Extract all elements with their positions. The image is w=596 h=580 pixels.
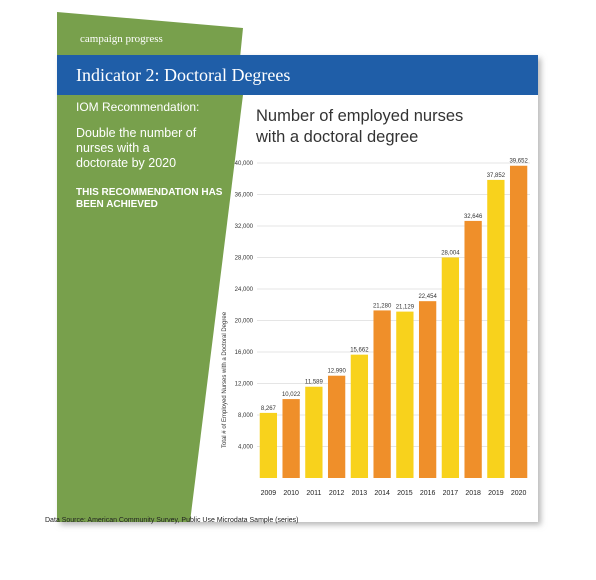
- bar: [327, 375, 346, 478]
- value-label: 12,990: [327, 369, 346, 375]
- x-tick-label: 2013: [352, 490, 368, 497]
- x-tick-label: 2016: [420, 490, 436, 497]
- banner-title: Indicator 2: Doctoral Degrees: [76, 65, 290, 85]
- value-label: 28,004: [441, 250, 460, 256]
- banner: [57, 55, 538, 95]
- x-tick-label: 2011: [306, 490, 321, 497]
- value-label: 37,852: [487, 173, 506, 179]
- x-tick-label: 2014: [374, 490, 390, 497]
- tag: campaign progress: [80, 33, 163, 45]
- x-tick-label: 2010: [283, 490, 299, 497]
- x-tick-label: 2019: [488, 490, 504, 497]
- bar: [373, 310, 391, 478]
- bar: [305, 386, 323, 478]
- sidebar-text: Double the number of nurses with a docto…: [76, 126, 197, 170]
- value-label: 10,022: [282, 392, 301, 398]
- value-label: 11,589: [305, 380, 324, 386]
- bar: [396, 311, 414, 478]
- y-tick-label: 36,000: [235, 193, 254, 199]
- sidebar-heading: IOM Recommendation:: [76, 100, 200, 114]
- sidebar-status: THIS RECOMMENDATION HAS BEEN ACHIEVED: [76, 187, 223, 210]
- x-tick-label: 2009: [261, 490, 277, 497]
- x-tick-label: 2018: [465, 490, 481, 497]
- bar: [350, 354, 369, 478]
- x-tick-label: 2015: [397, 490, 413, 497]
- y-tick-label: 16,000: [235, 350, 254, 356]
- y-tick-label: 28,000: [235, 256, 254, 262]
- x-tick-label: 2012: [329, 490, 345, 497]
- x-tick-label: 2017: [443, 490, 459, 497]
- value-label: 21,280: [373, 303, 392, 309]
- bar: [282, 399, 300, 478]
- source: Data Source: American Community Survey, …: [45, 517, 299, 524]
- value-label: 22,454: [418, 294, 437, 300]
- bar: [418, 301, 437, 478]
- y-tick-label: 40,000: [235, 161, 254, 167]
- y-tick-label: 24,000: [235, 287, 254, 293]
- value-label: 39,652: [509, 159, 528, 165]
- bar: [259, 412, 278, 478]
- bar: [487, 179, 505, 478]
- y-tick-label: 20,000: [235, 319, 254, 325]
- value-label: 8,267: [261, 406, 277, 412]
- value-label: 32,646: [464, 214, 483, 220]
- tab: [57, 12, 243, 58]
- bar: [464, 220, 482, 478]
- y-tick-label: 32,000: [235, 224, 254, 230]
- x-tick-label: 2020: [511, 490, 527, 497]
- value-label: 21,129: [396, 305, 415, 311]
- sidebar-panel: [57, 95, 243, 522]
- chart-title: Number of employed nurses with a doctora…: [256, 107, 464, 146]
- y-tick-label: 12,000: [235, 382, 254, 388]
- y-axis-label: Total # of Employed Nurses with a Doctor…: [222, 311, 228, 448]
- y-tick-label: 4,000: [238, 445, 254, 451]
- bar: [441, 257, 460, 478]
- bar: [509, 165, 528, 479]
- value-label: 15,662: [350, 348, 369, 354]
- y-tick-label: 8,000: [238, 413, 254, 419]
